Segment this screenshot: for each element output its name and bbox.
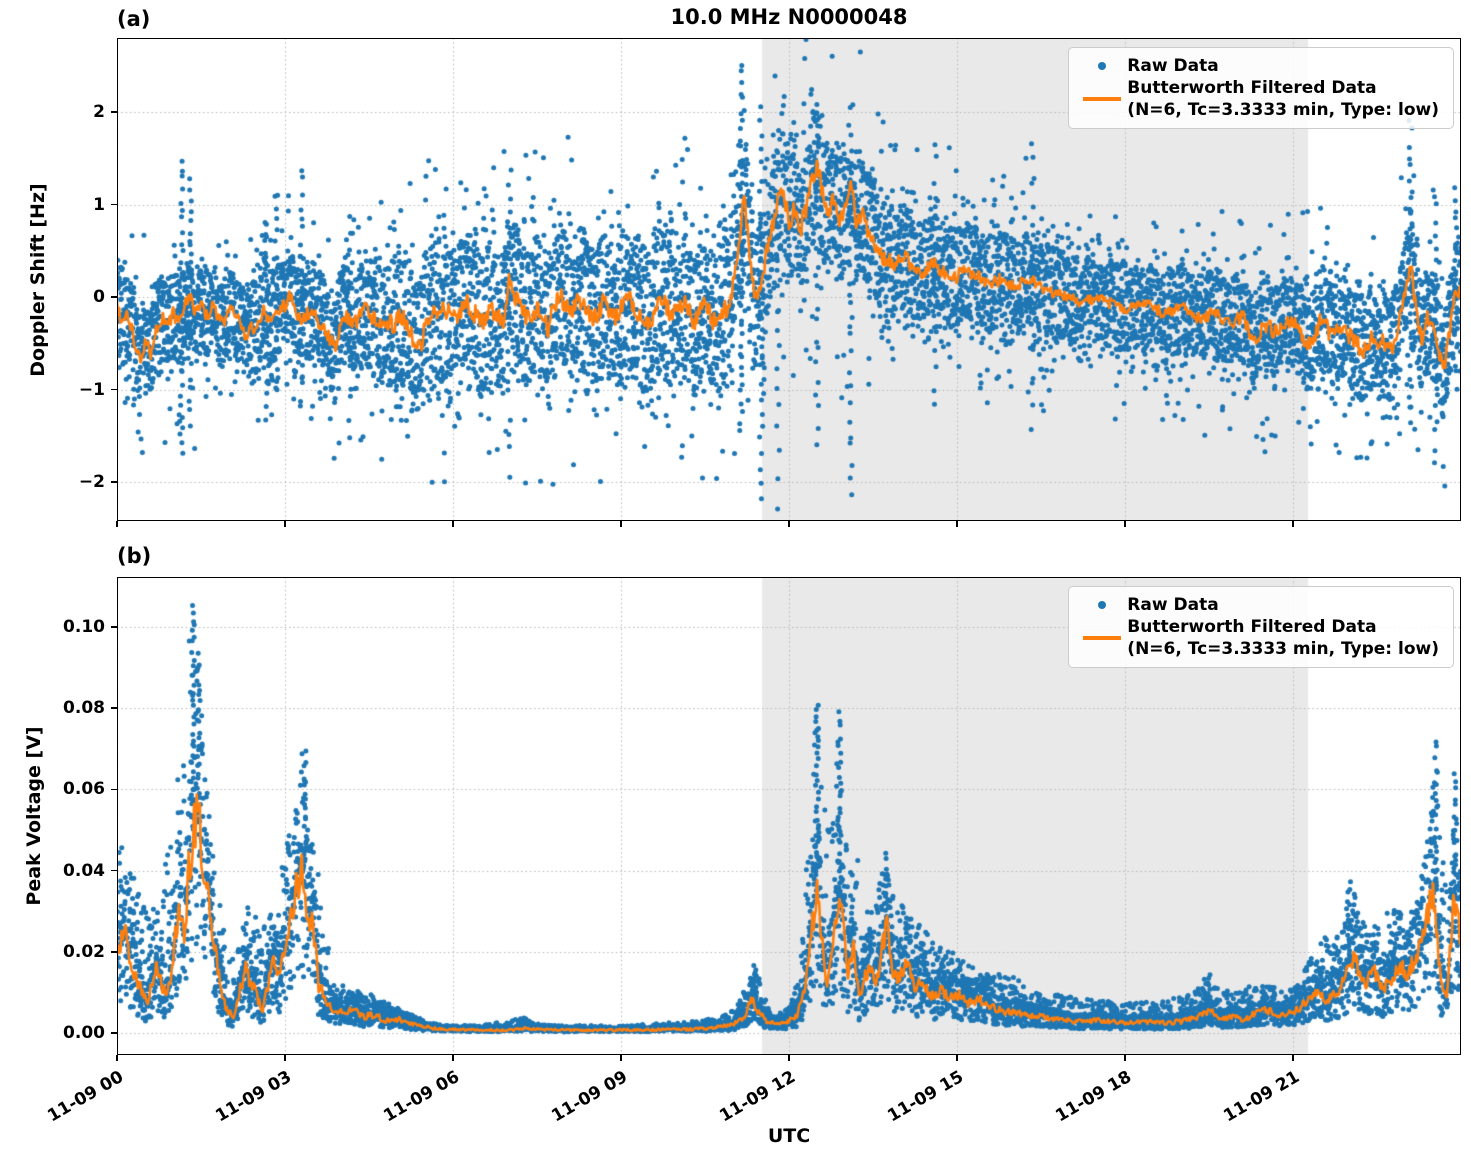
legend-filtered-label-line2: (N=6, Tc=3.3333 min, Type: low) — [1127, 100, 1439, 121]
x-tick-mark — [116, 1055, 118, 1061]
x-tick-label-text: 11-09 18 — [1052, 1067, 1135, 1127]
y-tick-mark — [111, 951, 117, 953]
legend-entry-filtered: Butterworth Filtered Data (N=6, Tc=3.333… — [1077, 616, 1439, 660]
y-tick-mark — [111, 626, 117, 628]
y-tick-mark — [111, 481, 117, 483]
y-tick-label: 0.02 — [63, 941, 105, 962]
y-tick-mark — [111, 296, 117, 298]
x-tick-mark — [956, 521, 958, 527]
filtered-line-marker-icon — [1083, 636, 1122, 640]
y-tick-mark — [111, 111, 117, 113]
y-tick-mark — [111, 869, 117, 872]
legend-panel-a: Raw Data Butterworth Filtered Data (N=6,… — [1068, 47, 1454, 130]
y-tick-mark — [111, 707, 117, 709]
x-tick-mark — [788, 1055, 790, 1061]
legend-entry-raw: Raw Data — [1077, 55, 1439, 77]
panel-b-label: (b) — [117, 544, 152, 568]
filtered-line-marker-icon — [1083, 97, 1122, 101]
x-tick-mark — [284, 521, 286, 527]
x-tick-label-text: 11-09 15 — [884, 1067, 967, 1127]
y-tick-label: 0.08 — [63, 698, 105, 719]
x-tick-label-text: 11-09 21 — [1220, 1067, 1303, 1127]
y-tick-label: −2 — [78, 472, 105, 493]
x-tick-mark — [620, 1055, 622, 1061]
x-tick-mark — [1292, 1055, 1294, 1061]
panel-a-label: (a) — [117, 7, 151, 31]
y-tick-label: 1 — [93, 194, 105, 215]
y-tick-label: 0.00 — [63, 1023, 105, 1044]
x-axis-label: UTC — [767, 1125, 811, 1147]
y-tick-label: 0.06 — [63, 779, 105, 800]
x-tick-mark — [1124, 521, 1126, 527]
raw-data-marker-icon — [1098, 601, 1107, 610]
x-tick-mark — [788, 521, 790, 527]
chart-title: 10.0 MHz N0000048 — [670, 5, 908, 29]
x-tick-mark — [452, 521, 454, 527]
x-tick-label-text: 11-09 03 — [212, 1067, 295, 1127]
x-tick-label-text: 11-09 09 — [548, 1067, 631, 1127]
y-tick-label: 0.04 — [63, 860, 105, 881]
legend-filtered-label-line2: (N=6, Tc=3.3333 min, Type: low) — [1127, 639, 1439, 660]
x-tick-mark — [284, 1055, 286, 1061]
x-tick-mark — [452, 1055, 454, 1061]
raw-data-marker-icon — [1098, 62, 1107, 71]
y-tick-label: 0 — [93, 287, 105, 308]
x-tick-label-text: 11-09 12 — [716, 1067, 799, 1127]
x-tick-mark — [956, 1055, 958, 1061]
legend-entry-filtered: Butterworth Filtered Data (N=6, Tc=3.333… — [1077, 77, 1439, 121]
y-tick-mark — [111, 388, 117, 391]
legend-raw-label: Raw Data — [1127, 56, 1219, 76]
y-tick-mark — [111, 203, 117, 206]
x-tick-mark — [1292, 521, 1294, 527]
y-tick-label: −1 — [78, 379, 105, 400]
legend-filtered-label-line1: Butterworth Filtered Data — [1127, 617, 1377, 638]
y-tick-label: 0.10 — [63, 616, 105, 637]
x-tick-label-text: 11-09 06 — [380, 1067, 463, 1127]
x-tick-mark — [620, 521, 622, 527]
x-tick-mark — [116, 521, 118, 527]
legend-filtered-label-line1: Butterworth Filtered Data — [1127, 78, 1377, 99]
x-tick-label-text: 11-09 00 — [44, 1067, 127, 1127]
legend-entry-raw: Raw Data — [1077, 594, 1439, 616]
x-tick-mark — [1124, 1055, 1126, 1061]
legend-raw-label: Raw Data — [1127, 595, 1219, 615]
y-tick-label: 2 — [93, 102, 105, 123]
y-tick-mark — [111, 788, 117, 791]
y-tick-mark — [111, 1032, 117, 1034]
legend-panel-b: Raw Data Butterworth Filtered Data (N=6,… — [1068, 586, 1454, 669]
